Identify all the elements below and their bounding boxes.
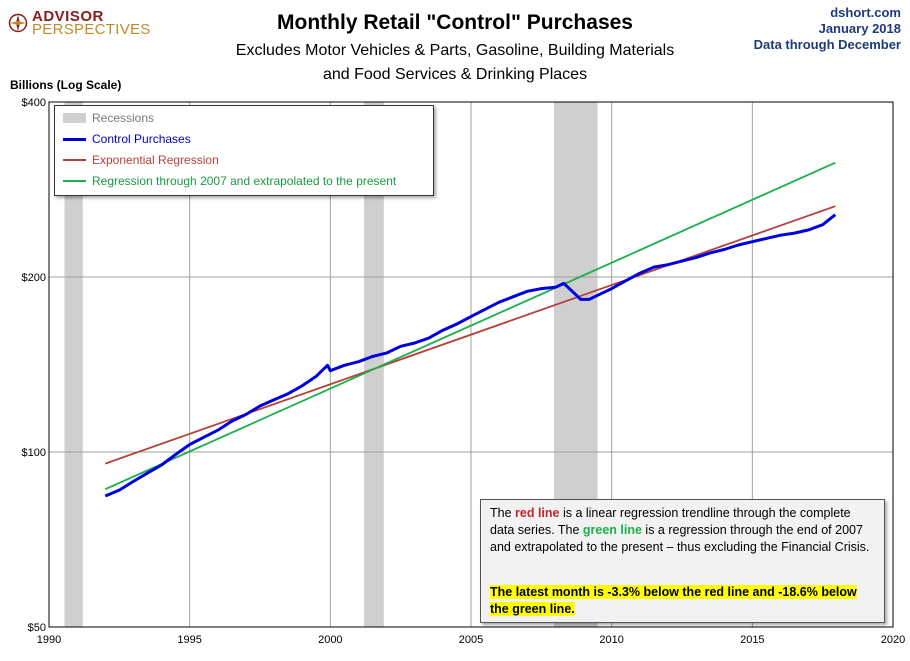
note-red-line: red line [515,506,560,520]
compass-icon [8,13,28,33]
series-line-2 [104,161,836,491]
x-tick-label-0: 1990 [37,634,61,646]
series-line-0 [104,213,837,498]
highlight-text: The latest month is -3.3% below the red … [490,585,857,616]
y-tick-label-1: $100 [22,447,46,459]
x-tick-label-5: 2015 [740,634,764,646]
chart-subtitle-line1: Excludes Motor Vehicles & Parts, Gasolin… [235,42,675,59]
annotation-box: The red line is a linear regression tren… [480,499,885,623]
legend-item-exp: Exponential Regression [63,152,219,168]
y-tick-label-2: $200 [22,272,46,284]
y-tick-label-3: $400 [22,97,46,109]
note-part-1: The [490,506,516,520]
x-tick-label-2: 2000 [318,634,342,646]
advisor-perspectives-logo: ADVISOR PERSPECTIVES [8,8,150,38]
legend-label-reg2007: Regression through 2007 and extrapolated… [92,174,397,188]
annotation-highlight: The latest month is -3.3% below the red … [490,584,875,618]
note-green-line: green line [582,523,642,537]
x-tick-label-1: 1995 [177,634,201,646]
source-site: dshort.com [830,5,901,20]
legend-label-recessions: Recessions [92,111,155,125]
legend-item-control: Control Purchases [63,131,191,147]
plot-frame [48,101,894,628]
legend-swatch-recessions [63,113,86,123]
legend-label-exp: Exponential Regression [92,153,219,167]
note-part-2: is a linear regression trendline through… [490,506,851,537]
chart-title: Monthly Retail "Control" Purchases [277,11,633,34]
legend-swatch-control [63,137,86,141]
annotation-text: The red line is a linear regression tren… [490,505,875,556]
x-tick-label-6: 2020 [881,634,905,646]
legend-swatch-exp [63,159,86,161]
chart-legend: Recessions Control Purchases Exponential… [54,105,434,196]
legend-swatch-reg2007 [63,180,86,182]
logo-line1: ADVISOR [32,8,104,25]
y-axis-label: Billions (Log Scale) [10,78,122,92]
legend-item-reg2007: Regression through 2007 and extrapolated… [63,173,396,189]
note-part-3: is a regression through the end of 2007 … [490,523,870,554]
series-line-1 [105,205,836,465]
x-tick-label-4: 2010 [599,634,623,646]
legend-item-recessions: Recessions [63,110,154,126]
source-through: Data through December [753,37,901,52]
recession-band-0 [64,102,83,627]
logo-line2: PERSPECTIVES [32,21,151,38]
source-date: January 2018 [818,21,901,36]
legend-label-control: Control Purchases [92,132,191,146]
recession-band-1 [364,102,384,627]
x-tick-label-3: 2005 [459,634,483,646]
y-tick-label-0: $50 [28,622,46,634]
chart-subtitle-line2: and Food Services & Drinking Places [322,66,588,83]
